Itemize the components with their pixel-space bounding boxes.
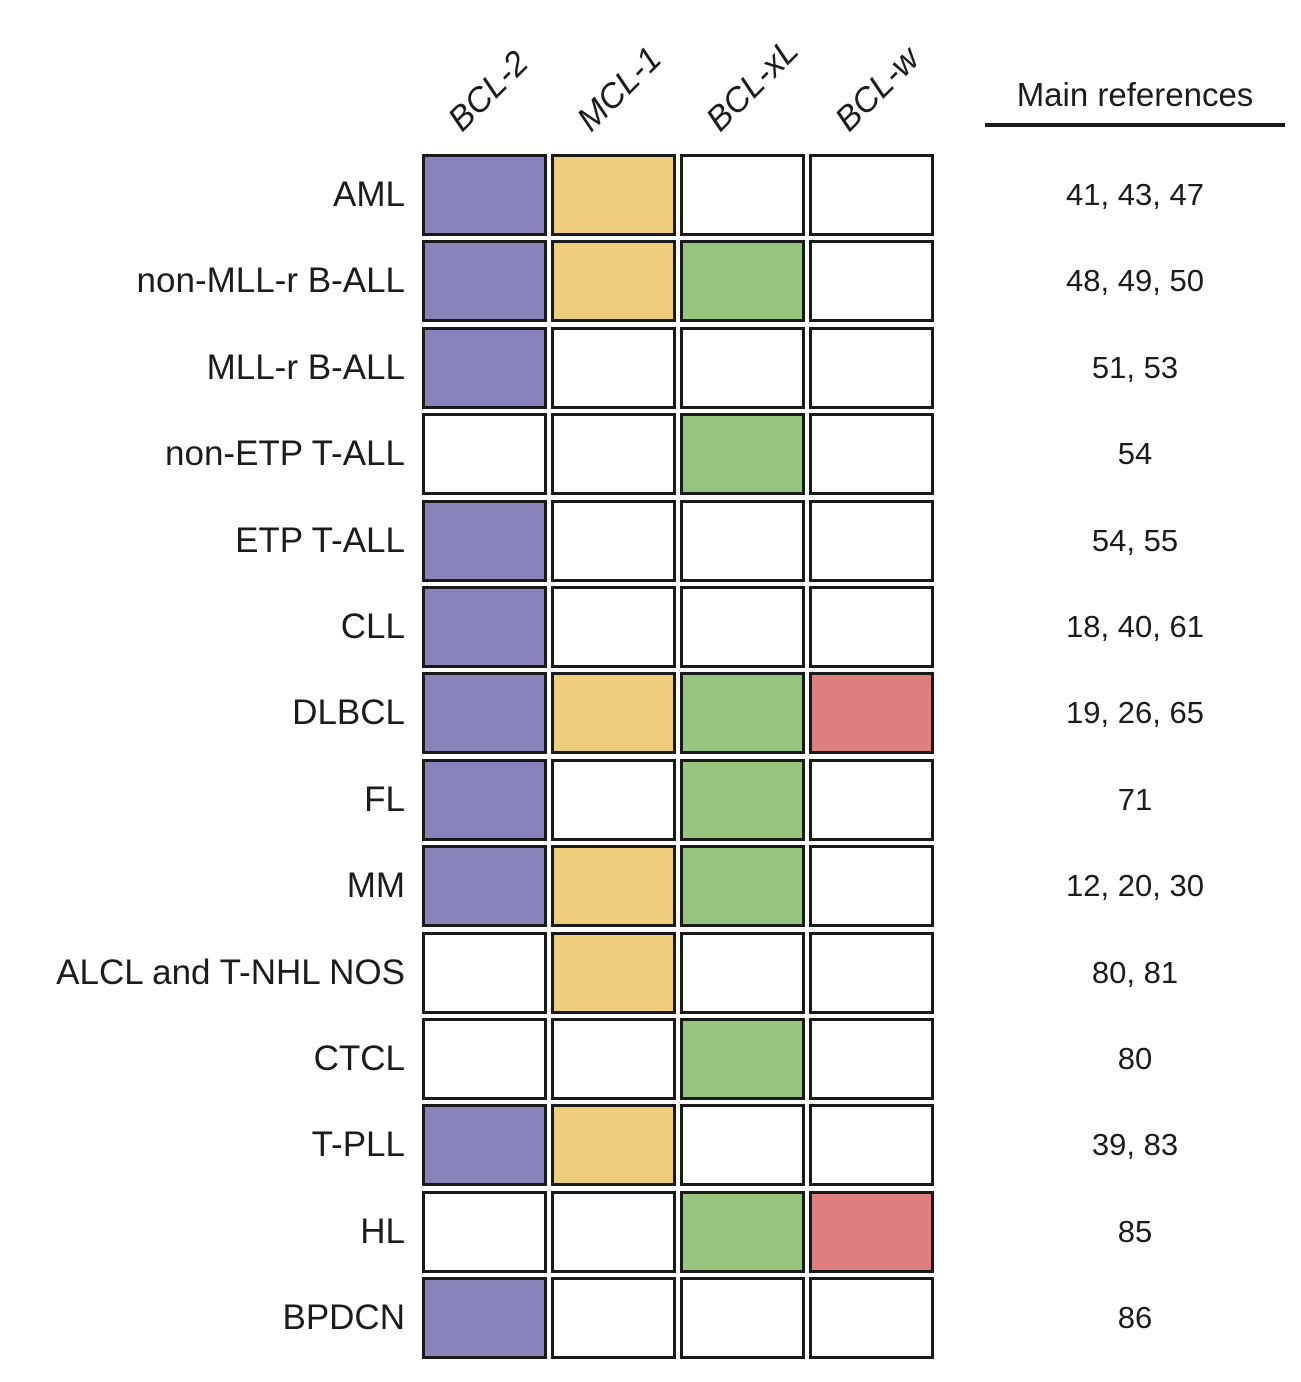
matrix-cell-bcl-w xyxy=(809,1104,934,1187)
matrix-cell-bcl-2 xyxy=(422,585,547,668)
matrix-cell-bcl-xl xyxy=(680,1104,805,1187)
matrix-cell-bcl-2 xyxy=(422,1277,547,1360)
matrix-cell-bcl-2 xyxy=(422,240,547,323)
matrix-cell-bcl-xl xyxy=(680,845,805,928)
row-label: MM xyxy=(346,866,405,906)
reference-list: 54, 55 xyxy=(1091,522,1179,558)
matrix-cell-bcl-w xyxy=(809,326,934,409)
dependency-matrix xyxy=(422,154,934,1360)
matrix-cell-bcl-w xyxy=(809,672,934,755)
matrix-cell-bcl-xl xyxy=(680,413,805,496)
matrix-cell-bcl-2 xyxy=(422,1190,547,1273)
matrix-cell-bcl-w xyxy=(809,845,934,928)
matrix-cell-bcl-2 xyxy=(422,326,547,409)
row-label: non-ETP T-ALL xyxy=(165,434,405,474)
matrix-cell-bcl-w xyxy=(809,1277,934,1360)
main-references-header: Main references xyxy=(985,76,1285,127)
column-header-mcl-1: MCL-1 xyxy=(569,39,669,139)
matrix-cell-mcl-1 xyxy=(551,1104,676,1187)
row-label: ALCL and T-NHL NOS xyxy=(56,952,405,992)
matrix-cell-mcl-1 xyxy=(551,326,676,409)
matrix-cell-bcl-xl xyxy=(680,326,805,409)
reference-list: 80, 81 xyxy=(1091,954,1179,990)
row-label: DLBCL xyxy=(292,693,405,733)
matrix-cell-bcl-2 xyxy=(422,413,547,496)
matrix-cell-mcl-1 xyxy=(551,499,676,582)
matrix-cell-mcl-1 xyxy=(551,672,676,755)
matrix-cell-bcl-xl xyxy=(680,1017,805,1100)
matrix-cell-mcl-1 xyxy=(551,758,676,841)
matrix-cell-mcl-1 xyxy=(551,1190,676,1273)
matrix-cell-bcl-w xyxy=(809,758,934,841)
column-header-bcl-2: BCL-2 xyxy=(440,43,536,139)
row-label: ETP T-ALL xyxy=(235,520,405,560)
column-header-bcl-xl: BCL-xL xyxy=(698,31,806,139)
reference-list: 48, 49, 50 xyxy=(1066,263,1204,299)
matrix-cell-bcl-xl xyxy=(680,758,805,841)
matrix-cell-bcl-w xyxy=(809,1190,934,1273)
reference-list: 51, 53 xyxy=(1091,349,1179,385)
matrix-cell-bcl-xl xyxy=(680,1277,805,1360)
matrix-cell-bcl-xl xyxy=(680,1190,805,1273)
row-label: HL xyxy=(360,1211,405,1251)
matrix-cell-bcl-2 xyxy=(422,154,547,236)
row-label: non-MLL-r B-ALL xyxy=(136,261,405,301)
row-labels: AML non-MLL-r B-ALL MLL-r B-ALL non-ETP T-A… xyxy=(0,154,405,1359)
row-label: CTCL xyxy=(313,1038,405,1078)
matrix-cell-bcl-w xyxy=(809,1017,934,1100)
matrix-cell-bcl-xl xyxy=(680,240,805,323)
matrix-cell-bcl-w xyxy=(809,413,934,496)
matrix-cell-bcl-xl xyxy=(680,931,805,1014)
matrix-cell-bcl-2 xyxy=(422,758,547,841)
matrix-cell-bcl-xl xyxy=(680,154,805,236)
matrix-cell-bcl-2 xyxy=(422,931,547,1014)
reference-list: 85 xyxy=(1117,1213,1153,1249)
reference-list: 19, 26, 65 xyxy=(1066,695,1204,731)
matrix-cell-bcl-w xyxy=(809,931,934,1014)
reference-list: 80 xyxy=(1117,1040,1153,1076)
matrix-cell-mcl-1 xyxy=(551,240,676,323)
matrix-cell-mcl-1 xyxy=(551,845,676,928)
matrix-cell-bcl-w xyxy=(809,240,934,323)
matrix-cell-bcl-2 xyxy=(422,1017,547,1100)
matrix-cell-bcl-w xyxy=(809,499,934,582)
row-label: T-PLL xyxy=(311,1125,405,1165)
matrix-cell-bcl-w xyxy=(809,585,934,668)
matrix-cell-bcl-2 xyxy=(422,499,547,582)
row-label: MLL-r B-ALL xyxy=(206,347,405,387)
matrix-cell-bcl-w xyxy=(809,154,934,236)
matrix-cell-bcl-xl xyxy=(680,499,805,582)
references-column: 41, 43, 47 48, 49, 50 51, 53 54 54, 55 18, 40… xyxy=(985,154,1285,1359)
row-label: AML xyxy=(333,175,405,214)
matrix-cell-bcl-xl xyxy=(680,585,805,668)
reference-list: 71 xyxy=(1117,781,1153,817)
reference-list: 18, 40, 61 xyxy=(1066,608,1204,644)
matrix-cell-mcl-1 xyxy=(551,585,676,668)
matrix-cell-mcl-1 xyxy=(551,1277,676,1360)
matrix-cell-bcl-2 xyxy=(422,672,547,755)
column-header-bcl-w: BCL-w xyxy=(827,39,927,139)
matrix-cell-bcl-xl xyxy=(680,672,805,755)
matrix-cell-bcl-2 xyxy=(422,1104,547,1187)
reference-list: 86 xyxy=(1117,1300,1153,1336)
matrix-cell-mcl-1 xyxy=(551,413,676,496)
reference-list: 54 xyxy=(1117,436,1153,472)
matrix-cell-bcl-2 xyxy=(422,845,547,928)
reference-list: 39, 83 xyxy=(1091,1127,1179,1163)
matrix-cell-mcl-1 xyxy=(551,1017,676,1100)
reference-list: 41, 43, 47 xyxy=(1066,177,1204,212)
row-label: BPDCN xyxy=(282,1298,405,1338)
reference-list: 12, 20, 30 xyxy=(1066,868,1204,904)
row-label: FL xyxy=(364,779,405,819)
matrix-cell-mcl-1 xyxy=(551,931,676,1014)
matrix-cell-mcl-1 xyxy=(551,154,676,236)
row-label: CLL xyxy=(340,606,405,646)
